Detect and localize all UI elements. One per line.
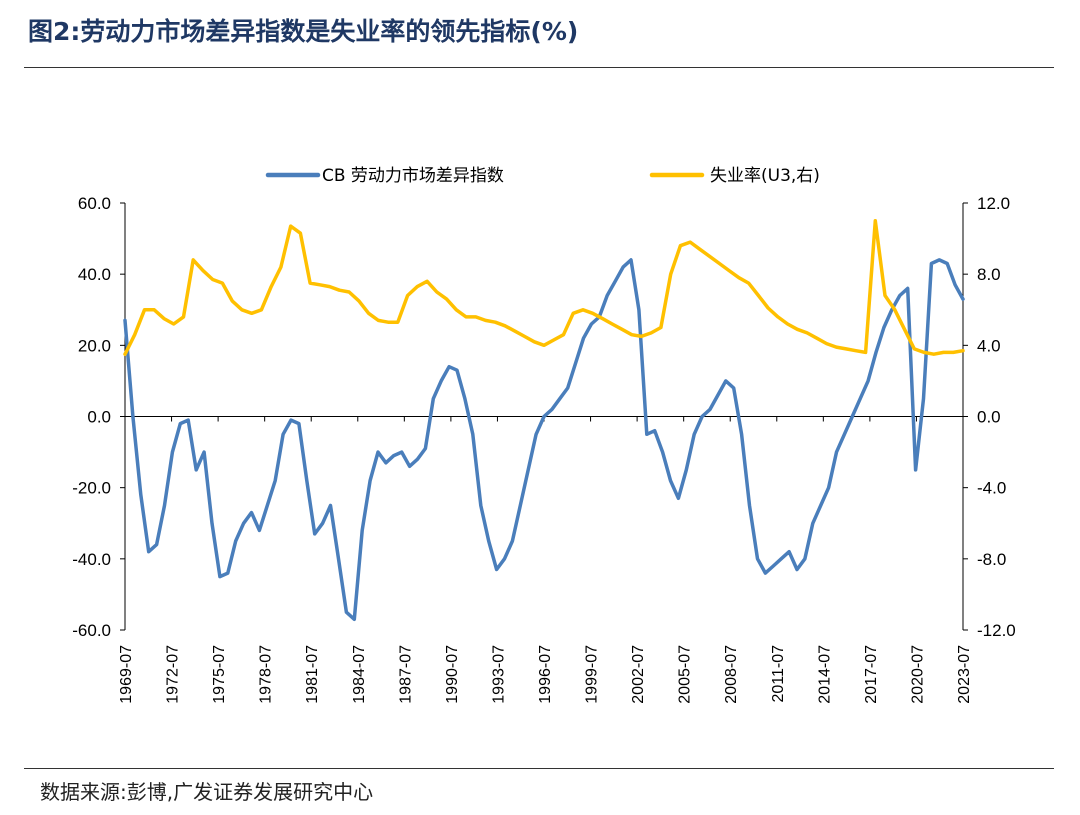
x-tick-label: 1990-07 (444, 645, 461, 704)
series-group (123, 219, 965, 622)
x-tick-label: 1993-07 (490, 645, 507, 704)
title-divider (24, 67, 1054, 68)
left-tick-label: 60.0 (78, 194, 111, 213)
legend-label-cb-index: CB 劳动力市场差异指数 (322, 166, 504, 186)
tick-labels-group: 60.0 40.0 20.0 0.0 -20.0 -40.0 -60.0 12.0 8.0 4.0… (72, 194, 1016, 704)
right-tick-label: 8.0 (977, 265, 1001, 284)
x-tick-label: 2020-07 (909, 645, 926, 704)
left-tick-label: -60.0 (72, 621, 111, 640)
source-divider (24, 768, 1054, 769)
series-line-cb-index (123, 258, 965, 622)
x-tick-label: 1999-07 (584, 645, 601, 704)
left-tick-label: 20.0 (78, 336, 111, 355)
x-tick-label: 2014-07 (816, 645, 833, 704)
right-tick-label: 4.0 (977, 336, 1001, 355)
left-tick-label: -40.0 (72, 550, 111, 569)
x-tick-label: 1981-07 (304, 645, 321, 704)
x-tick-label: 1969-07 (118, 645, 135, 704)
figure-title: 图2:劳动力市场差异指数是失业率的领先指标(%) (28, 17, 579, 46)
x-tick-label: 1978-07 (258, 645, 275, 704)
right-tick-label: -4.0 (977, 479, 1006, 498)
x-tick-label: 2011-07 (770, 645, 787, 703)
x-tick-label: 2005-07 (677, 645, 694, 704)
chart-area: 60.0 40.0 20.0 0.0 -20.0 -40.0 -60.0 12.0 8.0 4.0… (72, 166, 1016, 704)
legend-label-unemployment: 失业率(U3,右) (710, 166, 820, 186)
right-tick-label: 0.0 (977, 408, 1001, 427)
right-tick-label: -12.0 (977, 621, 1016, 640)
x-tick-label: 1984-07 (351, 645, 368, 704)
left-tick-label: 0.0 (87, 408, 111, 427)
legend-group: CB 劳动力市场差异指数 失业率(U3,右) (265, 166, 820, 186)
left-tick-label: 40.0 (78, 265, 111, 284)
left-tick-label: -20.0 (72, 479, 111, 498)
x-tick-label: 2023-07 (956, 645, 973, 704)
x-tick-label: 1972-07 (165, 645, 182, 704)
x-tick-label: 1975-07 (211, 645, 228, 704)
x-tick-label: 2017-07 (863, 645, 880, 704)
x-tick-label: 2002-07 (630, 645, 647, 704)
right-tick-label: -8.0 (977, 550, 1006, 569)
series-line-unemployment (123, 219, 965, 356)
x-tick-label: 1987-07 (397, 645, 414, 704)
right-tick-label: 12.0 (977, 194, 1010, 213)
x-tick-label: 2008-07 (723, 645, 740, 704)
x-tick-label: 1996-07 (537, 645, 554, 704)
source-note: 数据来源:彭博,广发证券发展研究中心 (40, 780, 374, 804)
